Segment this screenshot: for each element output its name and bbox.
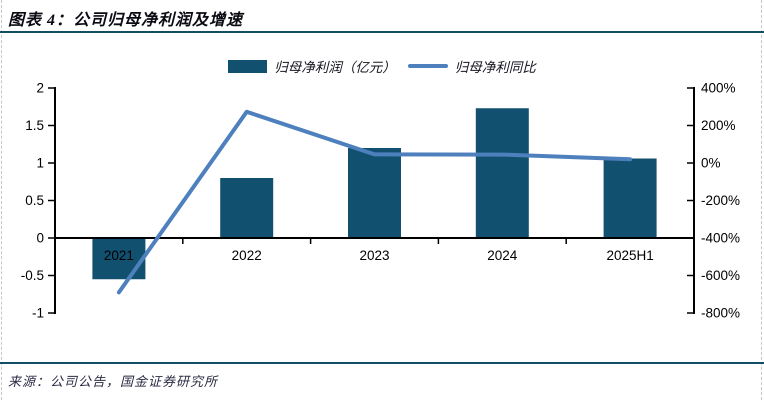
left-tick-label: 1.5 bbox=[25, 118, 44, 133]
bar-series-label: 归母净利润（亿元） bbox=[274, 60, 396, 75]
figure-title: 图表 4：公司归母净利润及增速 bbox=[8, 12, 244, 29]
yoy-growth-line bbox=[116, 109, 633, 295]
right-tick-label: 0% bbox=[701, 156, 721, 171]
x-category-label: 2021 bbox=[104, 248, 134, 263]
left-tick-label: 0.5 bbox=[25, 193, 44, 208]
left-tick-label: -0.5 bbox=[21, 268, 44, 283]
right-tick-label: -600% bbox=[701, 268, 740, 283]
x-category-label: 2022 bbox=[232, 248, 262, 263]
right-tick-label: -200% bbox=[701, 193, 740, 208]
bar-2024 bbox=[475, 108, 529, 238]
right-dashed-border bbox=[761, 0, 762, 400]
bar-2021 bbox=[92, 238, 146, 280]
legend-item-net-profit: 归母净利润（亿元） bbox=[228, 56, 396, 76]
figure-footer-rule bbox=[0, 362, 764, 364]
right-tick-label: 400% bbox=[701, 81, 736, 96]
left-tick-label: 0 bbox=[36, 231, 44, 246]
left-tick-label: -1 bbox=[32, 306, 44, 321]
left-dashed-border bbox=[1, 0, 2, 400]
x-category-label: 2024 bbox=[487, 248, 518, 263]
bar-2025H1 bbox=[603, 158, 657, 238]
left-tick-label: 2 bbox=[36, 81, 44, 96]
line-series-label: 归母净利同比 bbox=[454, 60, 536, 75]
bar-series-swatch bbox=[228, 59, 268, 73]
left-tick-label: 1 bbox=[36, 156, 44, 171]
right-tick-label: -400% bbox=[701, 231, 740, 246]
line-series-swatch bbox=[407, 64, 448, 68]
chart-legend: 归母净利润（亿元） 归母净利同比 bbox=[0, 55, 764, 77]
source-note: 来源：公司公告，国金证券研究所 bbox=[8, 374, 219, 389]
legend-item-yoy: 归母净利同比 bbox=[407, 56, 536, 76]
right-tick-label: 200% bbox=[701, 118, 736, 133]
net-profit-growth-chart: 2 1.5 1 0.5 0 -0.5 -1 400% 200% 0% -200% -400% -600%… bbox=[21, 81, 740, 321]
figure-header-rule bbox=[0, 0, 764, 33]
bar-2022 bbox=[220, 178, 274, 238]
x-category-label: 2023 bbox=[359, 248, 389, 263]
x-category-label: 2025H1 bbox=[606, 248, 653, 263]
right-tick-label: -800% bbox=[701, 306, 740, 321]
bar-2023 bbox=[348, 148, 401, 238]
